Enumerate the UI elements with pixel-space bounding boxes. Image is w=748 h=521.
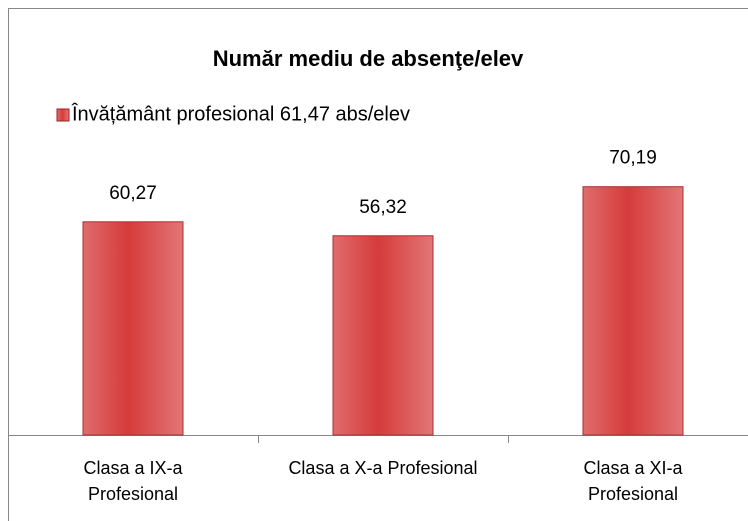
legend-swatch [56,108,70,122]
bar [582,186,684,436]
data-label: 56,32 [359,197,407,218]
bar [82,221,184,436]
data-label: 60,27 [109,183,157,204]
data-label: 70,19 [609,148,657,169]
chart-title: Număr mediu de absenţe/elev [213,46,524,71]
legend-label: Învățământ profesional 61,47 abs/elev [71,102,410,125]
x-tick-label: Clasa a IX-a Profesional [83,458,183,504]
x-tick-label: Clasa a XI-a Profesional [583,458,683,504]
x-tick-label: Clasa a X-a Profesional [288,458,478,478]
bar [332,235,434,436]
